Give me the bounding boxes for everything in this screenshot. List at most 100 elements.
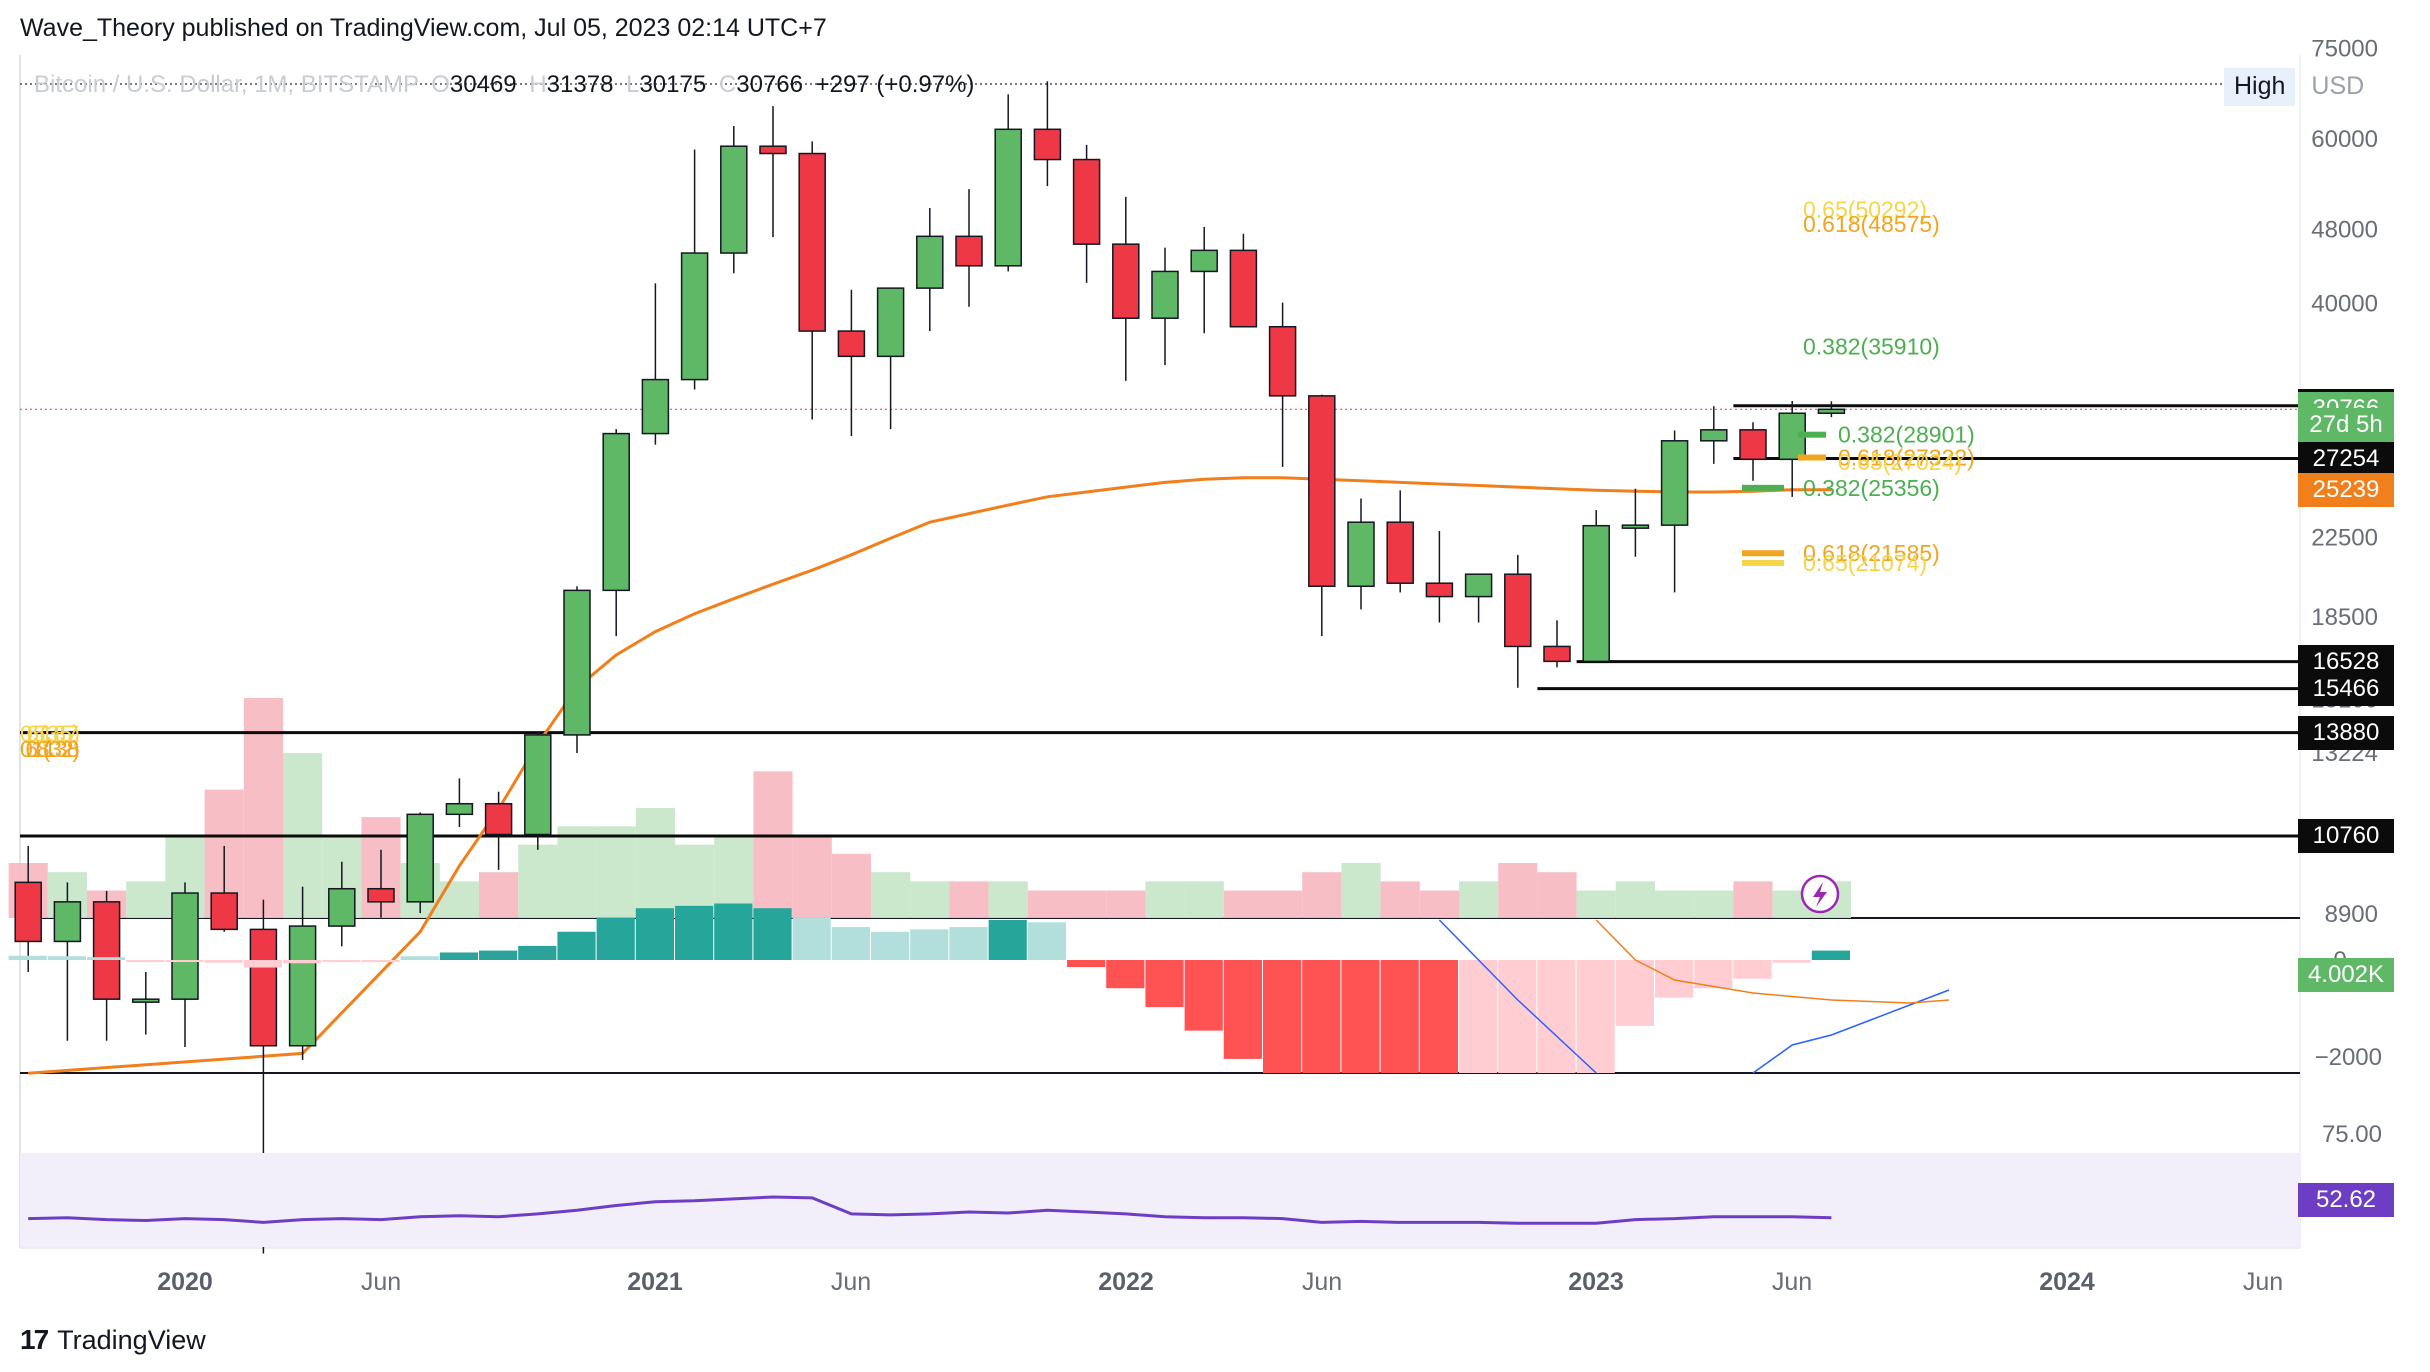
macd-histogram-bar [243,960,282,968]
open-label: O [431,71,450,98]
candle-body [1464,573,1493,598]
candle-body [680,252,709,381]
price-axis-tick: 22500 [2311,524,2378,551]
macd-histogram-bar [1419,960,1458,1073]
macd-histogram-bar [283,960,322,964]
macd-histogram-bar [1223,960,1262,1059]
candle-body [92,901,121,1000]
symbol-name: Bitcoin / U.S. Dollar, 1M, BITSTAMP [34,71,419,98]
macd-line [1438,919,1597,1074]
price-tag: 27d 5h [2298,408,2394,442]
volume-bar [596,826,636,918]
macd-histogram-bar [988,919,1027,960]
volume-bar [1576,890,1616,918]
volume-bar [1733,881,1773,918]
time-axis-tick: Jun [1301,1268,1343,1296]
volume-bar [1302,872,1342,918]
volume-bar [557,826,597,918]
macd-histogram-bar [949,927,988,960]
candle-body [53,901,82,943]
volume-bar [753,771,793,918]
time-axis-tick: 2021 [627,1268,683,1296]
candle-body [1112,243,1140,319]
macd-histogram-bar [439,952,478,960]
macd-histogram-bar [1576,960,1615,1073]
candle-body [288,925,317,1047]
lightning-bolt-icon [1813,882,1827,907]
macd-histogram-bar [1106,960,1145,989]
time-axis-tick: Jun [360,1268,402,1296]
candle-body [1425,582,1454,598]
macd-histogram-bar [8,955,47,960]
open-value: 30469 [449,71,517,98]
candle-body [14,881,42,943]
change-value: +297 (+0.97%) [815,71,975,98]
low-value: 30175 [639,71,707,98]
candle-body [602,432,630,592]
volume-bar [1380,881,1420,918]
macd-histogram-bar [47,956,86,960]
fib-level-label: 0.618(27322) [1838,445,1975,471]
macd-histogram-bar [322,960,361,962]
publisher-header: Wave_Theory published on TradingView.com… [20,14,827,42]
currency-toggle[interactable]: USD [2311,72,2365,100]
candle-body [1229,249,1258,328]
fib-level-marker [1798,431,1826,438]
candle-body [406,813,434,903]
macd-histogram-bar [1498,960,1537,1073]
candle-body [720,145,748,254]
fib-level-marker [1798,454,1826,461]
candle-body [955,235,983,267]
candle-body [1386,521,1414,584]
time-axis-tick: 2020 [157,1268,213,1296]
macd-histogram-bar [1811,950,1850,960]
macd-histogram-bar [1263,960,1302,1073]
macd-histogram-bar [361,960,400,962]
volume-bar [1106,890,1146,918]
volume-bar [1184,881,1224,918]
footer-brand: TradingView [57,1324,206,1355]
rsi-band [20,1153,2300,1247]
candle-body [1151,270,1179,319]
candle-body [1072,158,1101,245]
macd-histogram-bar [204,960,243,963]
volume-bar [792,835,832,918]
high-value: 31378 [546,71,614,98]
macd-histogram-bar [400,956,439,960]
high-toggle[interactable]: High [2224,68,2296,106]
macd-histogram-bar [753,908,792,960]
candle-body [837,330,866,358]
macd-histogram-bar [1615,960,1654,1026]
candle-body [876,287,905,358]
candle-body [249,928,278,1047]
macd-histogram-bar [714,903,753,960]
volume-bar [1067,890,1107,918]
macd-histogram-bar [792,917,831,960]
macd-histogram-bar [518,945,557,960]
candle-body [445,802,474,816]
fib-level-label: 0.382(25356) [1803,475,1940,501]
fib-level-label: 0.65(50292) [1803,197,1927,223]
macd-histogram-bar [675,905,714,960]
candle-body [1268,325,1297,397]
price-mode-toggle[interactable]: High USD [2224,68,2412,106]
price-tag: 15466 [2298,672,2394,706]
candle-body [1033,128,1062,161]
fib-level-marker [1742,550,1784,557]
macd-histogram-bar [635,908,674,960]
macd-histogram-bar [1302,960,1341,1073]
volume-bar [949,881,989,918]
tradingview-logo-icon: 17 [20,1324,49,1355]
close-label: C [718,71,737,98]
candle-body [171,892,199,1000]
candle-body [1621,524,1650,529]
time-axis-tick: 2022 [1098,1268,1154,1296]
time-axis-tick: 2024 [2039,1268,2095,1296]
price-tag: 4.002K [2298,958,2394,992]
price-tag: 13880 [2298,716,2394,750]
macd-histogram-bar [1537,960,1576,1073]
fib-level-label: 0.618(13328) [20,736,80,762]
macd-histogram-bar [479,950,518,960]
macd-histogram-bar [1655,960,1694,998]
